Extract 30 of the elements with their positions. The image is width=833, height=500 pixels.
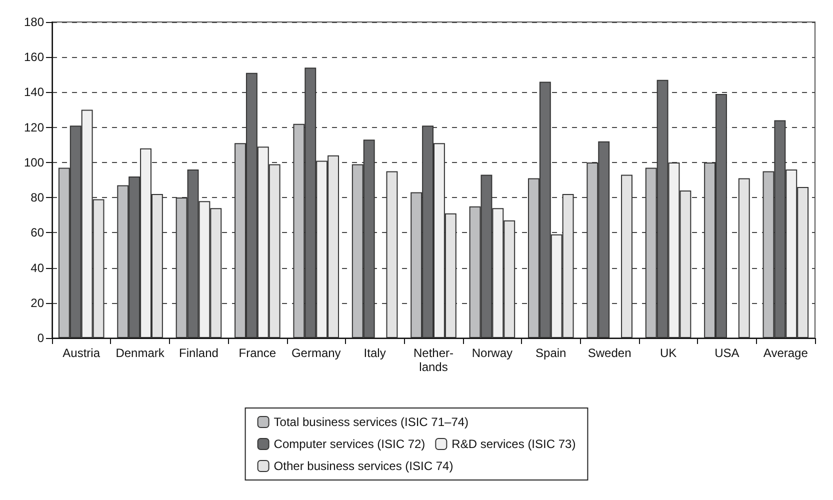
x-tick-label: Italy <box>364 346 386 360</box>
x-tick-label: Sweden <box>588 346 632 360</box>
bar <box>738 178 750 338</box>
y-tick-label: 20 <box>30 296 44 310</box>
legend-label: R&D services (ISIC 73) <box>452 437 576 451</box>
x-tick-label: Nether- lands <box>413 346 454 374</box>
y-tick-label: 80 <box>30 190 44 205</box>
x-tick-label: Germany <box>291 346 341 360</box>
x-tick-label: France <box>238 346 276 360</box>
x-tick-label: Austria <box>62 346 100 360</box>
x-tick-label: Norway <box>472 346 513 360</box>
x-tick-label: UK <box>660 346 677 360</box>
y-tick-label: 140 <box>24 85 44 100</box>
x-tick-label: Spain <box>536 346 566 360</box>
x-tick-label: Denmark <box>116 346 166 360</box>
y-tick-label: 100 <box>24 155 44 170</box>
bar <box>621 174 632 338</box>
x-tick-label: Finland <box>179 346 218 360</box>
y-tick-label: 60 <box>30 226 44 240</box>
y-tick-label: 0 <box>37 331 44 345</box>
legend-label: Other business services (ISIC 74) <box>274 459 454 473</box>
x-tick-label: USA <box>714 346 740 360</box>
y-tick-label: 180 <box>24 15 44 29</box>
legend-label: Total business services (ISIC 71–74) <box>274 415 469 429</box>
legend-label: Computer services (ISIC 72) <box>274 437 426 451</box>
y-tick-label: 40 <box>30 260 44 275</box>
y-tick-label: 120 <box>24 120 44 134</box>
bar <box>386 171 398 338</box>
x-tick-label: Average <box>763 346 808 360</box>
y-tick-label: 160 <box>24 50 44 64</box>
